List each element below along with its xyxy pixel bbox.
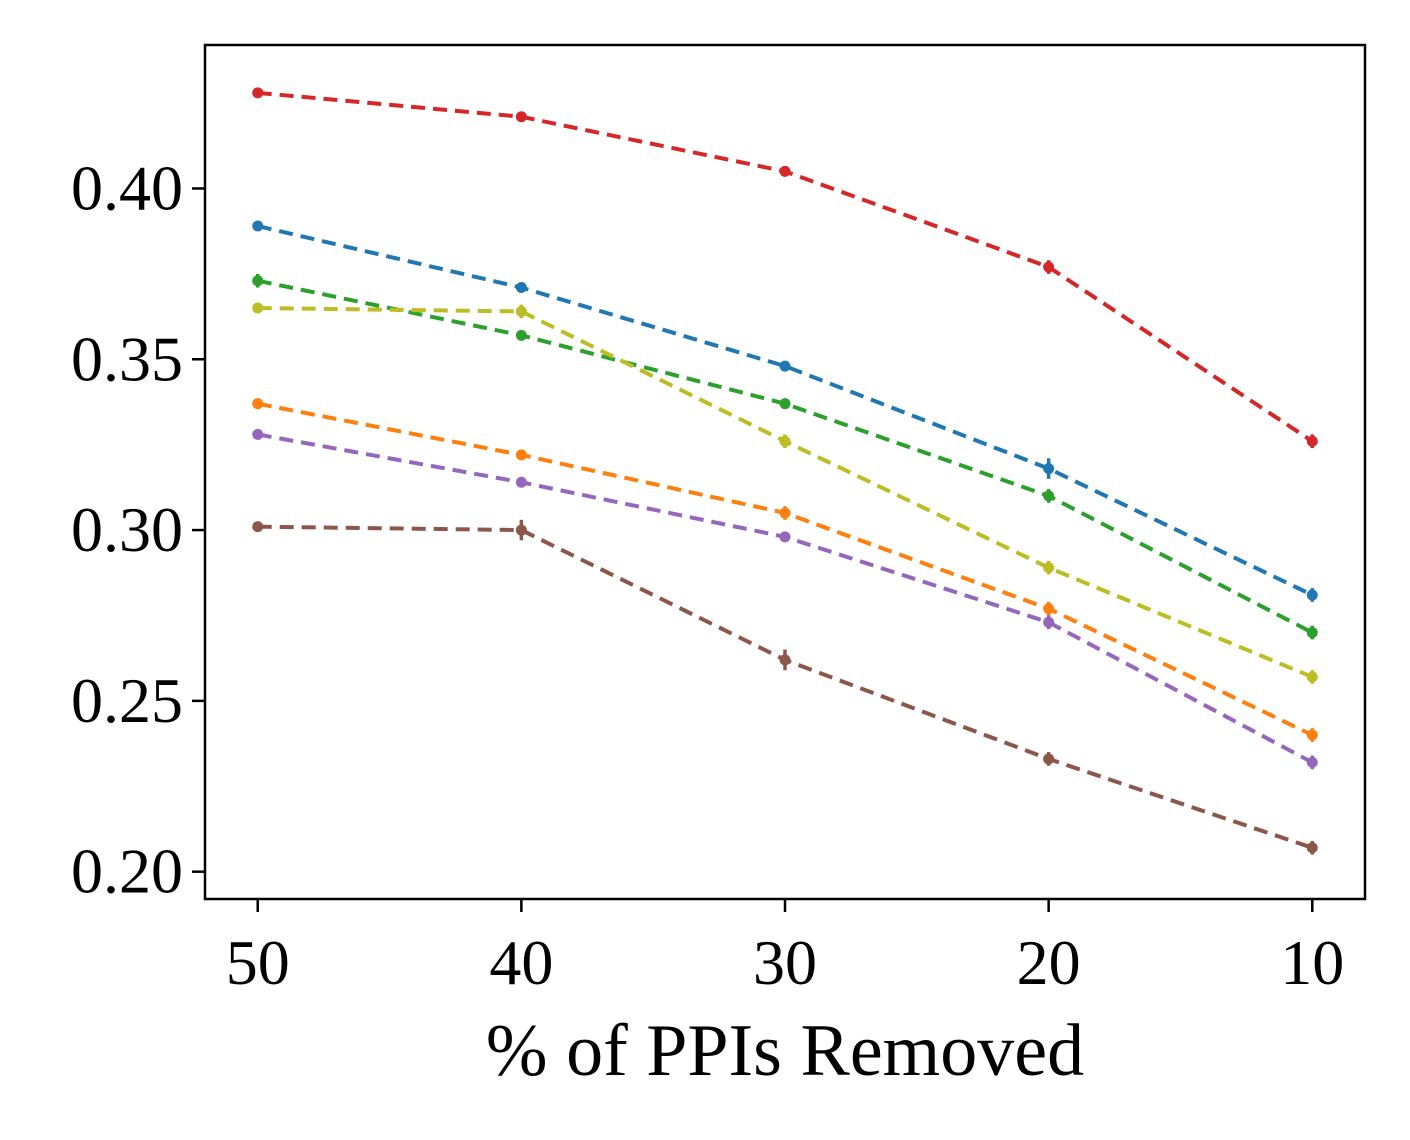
series-line: [257, 224, 1314, 597]
x-tick-label: 10: [1280, 927, 1344, 998]
y-tick-label: 0.30: [71, 494, 183, 565]
series-7: [252, 519, 1318, 855]
x-tick-label: 20: [1017, 927, 1081, 998]
y-tick-label: 0.35: [71, 323, 183, 394]
data-point: [1306, 589, 1318, 601]
series-line: [257, 432, 1314, 765]
series-5: [252, 398, 1318, 742]
data-point: [1306, 627, 1318, 639]
data-point: [1306, 435, 1318, 447]
series-2: [252, 220, 1318, 602]
data-point: [515, 305, 527, 317]
data-point: [1306, 671, 1318, 683]
data-point: [252, 220, 264, 232]
x-tick-label: 40: [489, 927, 553, 998]
data-point: [1043, 753, 1055, 765]
data-point: [779, 398, 791, 410]
y-tick-label: 0.40: [71, 152, 183, 223]
data-point: [1043, 490, 1055, 502]
data-point: [515, 111, 527, 123]
x-axis-title: % of PPIs Removed: [486, 1010, 1084, 1092]
data-point: [515, 476, 527, 488]
y-tick-label: 0.25: [71, 665, 183, 736]
data-point: [1043, 603, 1055, 615]
data-point: [1043, 463, 1055, 475]
data-point: [515, 282, 527, 294]
y-axis: 0.20 0.25 0.30 0.35 0.40: [71, 152, 205, 907]
data-point: [779, 654, 791, 666]
data-point: [252, 87, 264, 99]
data-point: [252, 398, 264, 410]
data-point: [779, 531, 791, 543]
data-point: [1043, 616, 1055, 628]
series-4: [252, 302, 1318, 684]
data-point: [252, 521, 264, 533]
data-point: [252, 428, 264, 440]
data-point: [1306, 729, 1318, 741]
x-tick-label: 30: [753, 927, 817, 998]
series-6: [252, 428, 1318, 770]
data-point: [1306, 842, 1318, 854]
x-axis: 50 40 30 20 10: [226, 899, 1344, 998]
data-point: [1306, 756, 1318, 768]
data-point: [515, 449, 527, 461]
series-layer: [252, 87, 1318, 855]
data-point: [779, 360, 791, 372]
data-point: [515, 329, 527, 341]
x-tick-label: 50: [226, 927, 290, 998]
data-point: [779, 165, 791, 177]
series-line: [257, 524, 1313, 850]
data-point: [252, 275, 264, 287]
series-1: [252, 87, 1318, 449]
series-line: [257, 278, 1314, 635]
data-point: [779, 507, 791, 519]
data-point: [515, 524, 527, 536]
series-line: [257, 401, 1314, 737]
series-3: [252, 273, 1318, 640]
y-tick-label: 0.20: [71, 836, 183, 907]
data-point: [252, 302, 264, 314]
series-line: [257, 90, 1314, 443]
data-point: [1043, 261, 1055, 273]
data-point: [1043, 562, 1055, 574]
data-point: [779, 435, 791, 447]
